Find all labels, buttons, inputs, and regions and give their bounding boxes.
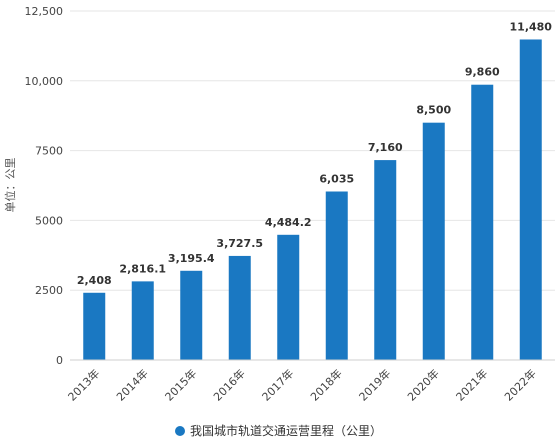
bar[interactable]	[374, 160, 397, 360]
bar[interactable]	[277, 234, 300, 360]
y-axis-label: 单位：公里	[3, 158, 17, 213]
legend-marker	[175, 426, 185, 436]
y-tick-label: 7500	[35, 145, 63, 158]
x-tick-label: 2018年	[307, 366, 344, 403]
data-label: 8,500	[416, 104, 451, 117]
data-labels: 2,408 2,816.13,195.43,727.54,484.2 6,035 7,…	[77, 20, 552, 286]
x-tick-label: 2014年	[113, 366, 150, 403]
data-label: 2,408	[77, 274, 112, 287]
bar[interactable]	[83, 292, 106, 360]
data-label: 3,195.4	[168, 252, 215, 265]
y-tick-label: 2500	[35, 284, 63, 297]
x-tick-label: 2019年	[356, 366, 393, 403]
y-tick-label: 10,000	[25, 75, 64, 88]
legend[interactable]: 我国城市轨道交通运营里程（公里）	[175, 423, 382, 438]
bar[interactable]	[131, 281, 154, 360]
data-label: 11,480	[510, 20, 553, 33]
data-label: 9,860	[465, 66, 500, 79]
bar[interactable]	[325, 191, 348, 360]
legend-label: 我国城市轨道交通运营里程（公里）	[190, 423, 382, 438]
x-tick-label: 2013年	[65, 366, 102, 403]
x-tick-label: 2021年	[453, 366, 490, 403]
bars	[83, 39, 542, 361]
data-label: 6,035	[319, 173, 354, 186]
bar[interactable]	[471, 84, 494, 360]
y-tick-label: 12,500	[25, 5, 64, 18]
bar[interactable]	[180, 270, 203, 360]
bar[interactable]	[519, 39, 542, 361]
bar[interactable]	[228, 255, 251, 360]
y-tick-label: 5000	[35, 214, 63, 227]
x-tick-label: 2017年	[259, 366, 296, 403]
data-label: 3,727.5	[216, 237, 263, 250]
data-label: 7,160	[368, 141, 403, 154]
bar[interactable]	[422, 122, 445, 361]
x-tick-label: 2020年	[404, 366, 441, 403]
x-tick-label: 2015年	[162, 366, 199, 403]
x-tick-label: 2016年	[210, 366, 247, 403]
x-axis-ticks: 2013年 2014年 2015年 2016年 2017年 2018年 2019年 2020年…	[65, 366, 539, 403]
data-label: 2,816.1	[119, 262, 166, 275]
y-tick-label: 0	[56, 354, 63, 367]
data-label: 4,484.2	[265, 216, 312, 229]
y-axis-ticks: 0 2500 5000 7500 10,000 12,500	[25, 5, 64, 367]
x-tick-label: 2022年	[501, 366, 538, 403]
